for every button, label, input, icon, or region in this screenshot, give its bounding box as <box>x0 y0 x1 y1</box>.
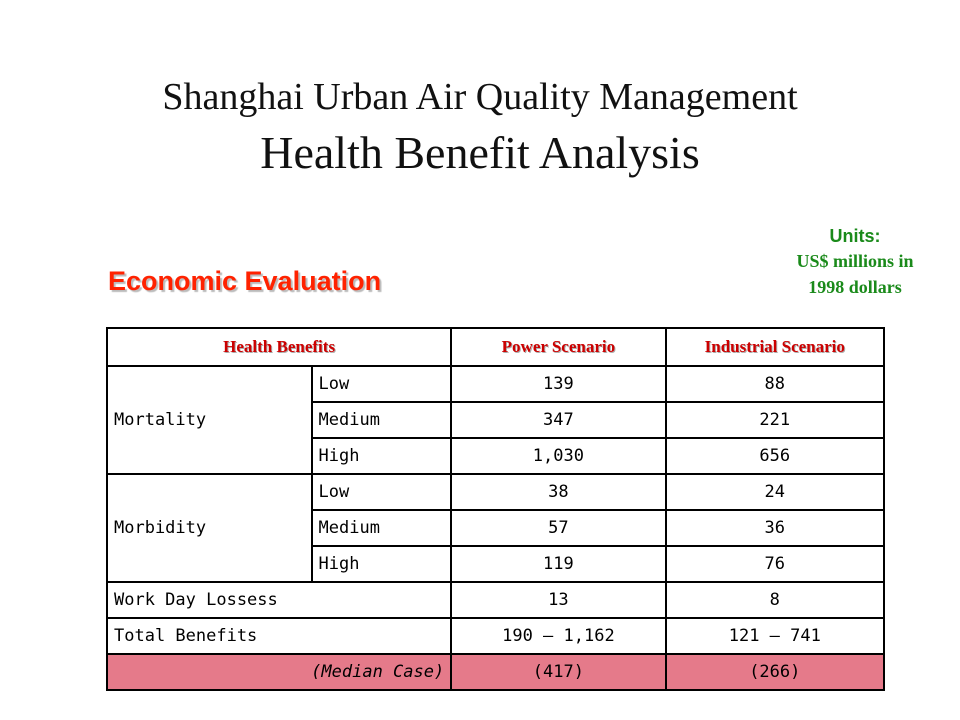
title-line-1: Shanghai Urban Air Quality Management <box>162 76 798 118</box>
power-value: 57 <box>450 509 667 547</box>
morbidity-label: Morbidity <box>106 473 313 583</box>
level-label: High <box>310 437 453 475</box>
power-value: 190 – 1,162 <box>450 617 667 655</box>
table-row: Work Day Lossess 13 8 <box>105 581 886 619</box>
units-note: Units: US$ millions in 1998 dollars <box>760 224 950 300</box>
title-line-2: Health Benefit Analysis <box>260 127 700 178</box>
industrial-value: 656 <box>664 437 886 475</box>
level-label: Medium <box>310 401 453 439</box>
header-power-scenario: Power Scenario <box>450 327 667 367</box>
industrial-value: (266) <box>664 653 886 691</box>
table-row: Morbidity Low 38 24 <box>106 473 886 583</box>
units-line-2: 1998 dollars <box>808 277 902 297</box>
industrial-value: 8 <box>664 581 886 619</box>
table-row: High 119 76 <box>107 545 886 583</box>
subtitle: Economic Evaluation <box>108 266 382 296</box>
units-line-1: US$ millions in <box>796 251 914 271</box>
table-row: Medium 57 36 <box>107 509 886 547</box>
units-label: Units: <box>829 226 881 246</box>
table-row: Medium 347 221 <box>107 401 886 439</box>
median-row: (Median Case) (417) (266) <box>105 653 886 691</box>
header-industrial-scenario: Industrial Scenario <box>664 327 886 367</box>
benefits-table: Health Benefits Power Scenario Industria… <box>105 327 886 691</box>
table-row: Mortality Low 139 88 <box>106 365 886 475</box>
table-row: High 1,030 656 <box>107 437 886 475</box>
industrial-value: 88 <box>664 365 886 403</box>
power-value: 38 <box>450 473 667 511</box>
power-value: 139 <box>450 365 667 403</box>
industrial-value: 24 <box>664 473 886 511</box>
level-label: High <box>310 545 453 583</box>
power-value: 13 <box>450 581 667 619</box>
power-value: 1,030 <box>450 437 667 475</box>
mortality-label: Mortality <box>106 365 313 475</box>
industrial-value: 121 – 741 <box>664 617 886 655</box>
industrial-value: 76 <box>664 545 886 583</box>
power-value: 119 <box>450 545 667 583</box>
level-label: Low <box>310 365 453 403</box>
industrial-value: 36 <box>664 509 886 547</box>
median-case-label: (Median Case) <box>105 653 453 691</box>
industrial-value: 221 <box>664 401 886 439</box>
total-benefits-label: Total Benefits <box>105 617 453 655</box>
table-header-row: Health Benefits Power Scenario Industria… <box>105 327 886 367</box>
header-health-benefits: Health Benefits <box>105 327 453 367</box>
table-row: Total Benefits 190 – 1,162 121 – 741 <box>105 617 886 655</box>
power-value: 347 <box>450 401 667 439</box>
work-day-label: Work Day Lossess <box>105 581 453 619</box>
level-label: Medium <box>310 509 453 547</box>
power-value: (417) <box>450 653 667 691</box>
level-label: Low <box>310 473 453 511</box>
